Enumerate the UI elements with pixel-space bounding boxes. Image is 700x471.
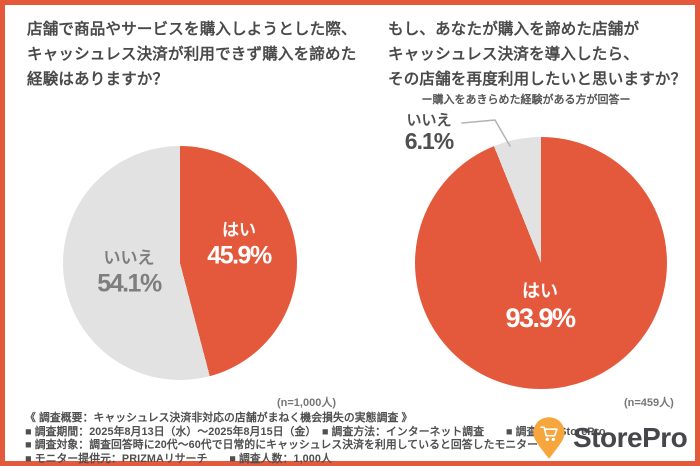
footer-line-overview: 《 調査概要：キャッシュレス決済非対応の店舗がまねく機会損失の実態調査 》 [25, 412, 413, 424]
left-pie-no-category: いいえ [103, 248, 155, 268]
left-pie-yes-percent: 45.9% [207, 241, 272, 270]
right-pie-no-category: いいえ [406, 112, 452, 129]
map-pin-cart-icon [533, 417, 565, 459]
survey-overview-footer: 《 調査概要：キャッシュレス決済非対応の店舗がまねく機会損失の実態調査 》 ■ … [25, 412, 606, 466]
pie-chart-right [415, 137, 667, 389]
storepro-logo: StorePro [532, 415, 688, 461]
left-title-line-1: 店舗で商品やサービスを購入しようとした際、 [27, 21, 357, 38]
right-pie-yes-category: はい [522, 280, 558, 301]
right-title-line-3: その店舗を再度利用したいと思いますか？ [388, 71, 687, 88]
left-pie-no-percent: 54.1% [97, 269, 162, 298]
cart-glyph [540, 426, 558, 437]
left-pie-label-no: いいえ 54.1% [97, 248, 162, 298]
left-pie-label-yes: はい 45.9% [207, 220, 272, 270]
footer-line-target: ■ 調査対象：調査回答時に20代〜60代で日常的にキャッシュレス決済を利用してい… [25, 439, 539, 451]
storepro-wordmark: StorePro [573, 422, 688, 453]
right-chart-subtitle: ー購入をあきらめた経験がある方が回答ー [421, 94, 631, 106]
pin-shape [533, 417, 565, 459]
right-pie-yes-percent: 93.9% [505, 302, 576, 333]
cart-wheel-right [551, 437, 556, 442]
left-title-line-2: キャッシュレス決済が利用できず購入を諦めた [27, 46, 357, 63]
right-pie-label-yes: はい 93.9% [505, 280, 576, 333]
footer-line-period-method-source: ■ 調査期間：2025年8月13日（水）〜2025年8月15日（金） ■ 調査方… [25, 425, 606, 438]
left-question-title: 店舗で商品やサービスを購入しようとした際、 キャッシュレス決済が利用できず購入を… [27, 17, 367, 92]
pie-chart-left [63, 146, 297, 380]
right-sample-size: (n=459人) [624, 397, 674, 409]
right-title-line-2: キャッシュレス決済を導入したら、 [388, 46, 639, 63]
left-pie-yes-category: はい [221, 220, 256, 240]
right-question-title: もし、あなたが購入を諦めた店舗が キャッシュレス決済を導入したら、 その店舗を再… [388, 17, 698, 92]
right-title-line-1: もし、あなたが購入を諦めた店舗が [388, 21, 640, 38]
footer-line-monitor-count: ■ モニター提供元：PRIZMAリサーチ ■ 調査人数：1,000人 [25, 452, 332, 465]
right-pie-label-no: いいえ 6.1% [404, 112, 454, 154]
right-pie-no-percent: 6.1% [404, 128, 454, 154]
cart-wheel-left [545, 437, 550, 442]
left-sample-size: (n=1,000人) [277, 397, 336, 409]
left-title-line-3: 経験はありますか？ [27, 71, 169, 88]
